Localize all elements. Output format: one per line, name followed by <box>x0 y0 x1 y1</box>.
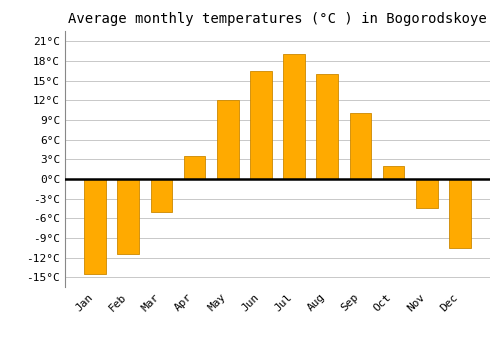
Bar <box>383 166 404 179</box>
Bar <box>416 179 438 208</box>
Bar <box>284 55 305 179</box>
Title: Average monthly temperatures (°C ) in Bogorodskoye: Average monthly temperatures (°C ) in Bo… <box>68 12 487 26</box>
Bar <box>350 113 371 179</box>
Bar <box>84 179 106 274</box>
Bar <box>150 179 172 212</box>
Bar <box>184 156 206 179</box>
Bar <box>217 100 238 179</box>
Bar <box>118 179 139 254</box>
Bar <box>250 71 272 179</box>
Bar <box>449 179 470 248</box>
Bar <box>316 74 338 179</box>
